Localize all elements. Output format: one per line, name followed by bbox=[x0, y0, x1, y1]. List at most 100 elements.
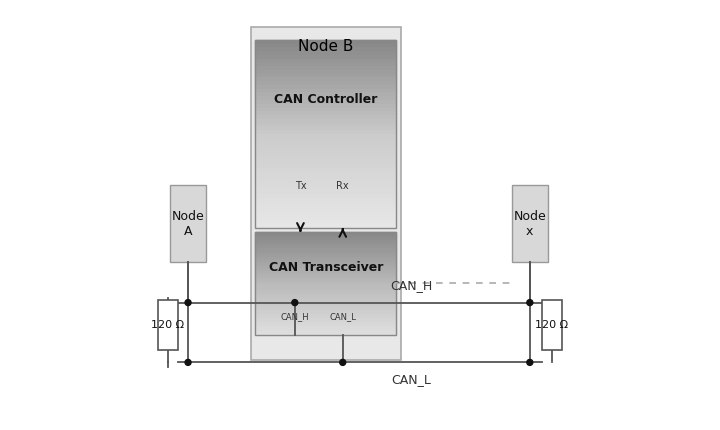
Bar bbox=[542, 301, 562, 350]
Bar bbox=[256, 179, 396, 183]
Bar bbox=[256, 279, 396, 281]
Bar bbox=[256, 249, 396, 251]
Bar bbox=[256, 261, 396, 263]
Bar bbox=[251, 27, 400, 360]
Bar bbox=[256, 115, 396, 119]
Text: Tx: Tx bbox=[294, 181, 306, 191]
Bar bbox=[256, 100, 396, 104]
Text: CAN_L: CAN_L bbox=[329, 312, 356, 321]
Text: Node
x: Node x bbox=[513, 209, 546, 237]
Bar bbox=[256, 172, 396, 175]
Text: CAN Controller: CAN Controller bbox=[274, 93, 377, 107]
Bar bbox=[256, 296, 396, 298]
Bar bbox=[256, 314, 396, 316]
Bar bbox=[256, 111, 396, 115]
Bar bbox=[256, 286, 396, 288]
Bar bbox=[256, 292, 396, 294]
Bar bbox=[256, 312, 396, 314]
Bar bbox=[256, 294, 396, 296]
Bar bbox=[256, 126, 396, 130]
Bar bbox=[256, 40, 396, 43]
Text: CAN_L: CAN_L bbox=[392, 373, 431, 386]
Bar bbox=[256, 329, 396, 331]
Bar bbox=[256, 77, 396, 81]
Bar bbox=[256, 145, 396, 149]
Bar bbox=[256, 331, 396, 332]
Bar bbox=[256, 263, 396, 265]
Bar bbox=[256, 81, 396, 85]
Circle shape bbox=[527, 359, 533, 365]
Bar bbox=[256, 47, 396, 51]
Bar bbox=[256, 96, 396, 100]
Text: Node
A: Node A bbox=[171, 209, 204, 237]
Bar bbox=[256, 194, 396, 198]
Bar bbox=[256, 70, 396, 74]
Bar bbox=[256, 119, 396, 123]
Bar bbox=[256, 157, 396, 160]
Bar bbox=[256, 66, 396, 70]
Circle shape bbox=[340, 359, 346, 365]
Bar bbox=[256, 149, 396, 153]
Bar bbox=[256, 220, 396, 224]
Bar bbox=[256, 252, 396, 255]
Bar bbox=[256, 130, 396, 134]
Bar bbox=[256, 332, 396, 335]
Bar bbox=[256, 326, 396, 329]
Bar bbox=[256, 92, 396, 96]
Bar bbox=[256, 234, 396, 236]
Bar bbox=[256, 289, 396, 292]
Bar bbox=[256, 267, 396, 269]
Bar bbox=[256, 164, 396, 168]
Bar bbox=[256, 255, 396, 257]
Bar bbox=[256, 240, 396, 243]
Bar bbox=[256, 62, 396, 66]
Bar bbox=[256, 85, 396, 89]
Bar bbox=[256, 246, 396, 249]
Text: CAN_H: CAN_H bbox=[281, 312, 309, 321]
Bar bbox=[256, 58, 396, 62]
Bar bbox=[256, 273, 396, 275]
Bar bbox=[256, 198, 396, 202]
Bar bbox=[256, 271, 396, 273]
Bar bbox=[256, 316, 396, 318]
Bar bbox=[256, 224, 396, 228]
Bar bbox=[256, 238, 396, 240]
Bar bbox=[256, 190, 396, 194]
Bar bbox=[256, 74, 396, 77]
Bar bbox=[256, 304, 396, 306]
Bar bbox=[158, 301, 178, 350]
Bar bbox=[256, 322, 396, 324]
Bar bbox=[256, 320, 396, 322]
Bar bbox=[256, 283, 396, 286]
Bar bbox=[256, 89, 396, 92]
Bar bbox=[256, 288, 396, 289]
Bar bbox=[256, 310, 396, 312]
Bar bbox=[256, 244, 396, 246]
Bar bbox=[256, 277, 396, 279]
Bar bbox=[256, 236, 396, 238]
Bar bbox=[256, 251, 396, 252]
Bar bbox=[256, 257, 396, 259]
Bar bbox=[256, 202, 396, 205]
Bar bbox=[170, 185, 206, 262]
Bar bbox=[256, 232, 396, 234]
Bar bbox=[256, 324, 396, 326]
Bar bbox=[256, 205, 396, 209]
Text: 120 Ω: 120 Ω bbox=[151, 320, 184, 330]
Text: CAN_H: CAN_H bbox=[390, 279, 433, 292]
Bar bbox=[256, 269, 396, 271]
Circle shape bbox=[185, 300, 191, 306]
Bar bbox=[256, 108, 396, 111]
Bar bbox=[256, 306, 396, 308]
Bar bbox=[512, 185, 548, 262]
Bar bbox=[256, 51, 396, 55]
Bar bbox=[256, 259, 396, 261]
Circle shape bbox=[185, 359, 191, 365]
Bar bbox=[256, 104, 396, 108]
Bar bbox=[256, 141, 396, 145]
Bar bbox=[256, 123, 396, 126]
Bar bbox=[256, 217, 396, 220]
Bar bbox=[256, 187, 396, 190]
Bar bbox=[256, 243, 396, 244]
Bar bbox=[256, 265, 396, 267]
